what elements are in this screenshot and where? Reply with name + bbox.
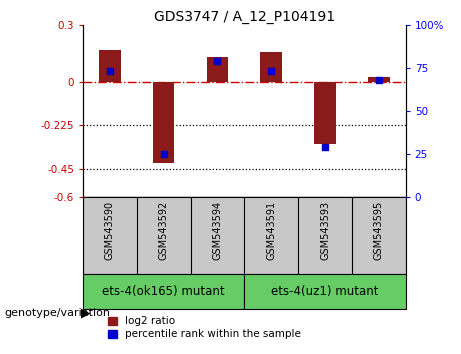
Text: GSM543594: GSM543594: [213, 201, 223, 260]
Bar: [260, 52, 282, 82]
Point: [267, 69, 275, 74]
Bar: [83, 274, 244, 309]
Text: GSM543591: GSM543591: [266, 201, 276, 260]
Legend: log2 ratio, percentile rank within the sample: log2 ratio, percentile rank within the s…: [104, 312, 305, 343]
Text: genotype/variation: genotype/variation: [5, 308, 111, 318]
Bar: [368, 76, 390, 82]
Text: ets-4(ok165) mutant: ets-4(ok165) mutant: [102, 285, 225, 298]
Text: ▶: ▶: [81, 307, 90, 320]
Bar: [207, 57, 228, 82]
Point: [106, 69, 113, 74]
Title: GDS3747 / A_12_P104191: GDS3747 / A_12_P104191: [154, 10, 335, 24]
Text: ets-4(uz1) mutant: ets-4(uz1) mutant: [271, 285, 379, 298]
Point: [321, 144, 329, 150]
Bar: [153, 82, 174, 163]
Point: [160, 152, 167, 157]
Text: GSM543593: GSM543593: [320, 201, 330, 260]
Text: GSM543592: GSM543592: [159, 201, 169, 261]
Text: GSM543590: GSM543590: [105, 201, 115, 260]
Bar: [314, 82, 336, 144]
Bar: [99, 50, 121, 82]
Point: [214, 58, 221, 64]
Text: GSM543595: GSM543595: [374, 201, 384, 261]
Bar: [244, 274, 406, 309]
Point: [375, 77, 383, 83]
